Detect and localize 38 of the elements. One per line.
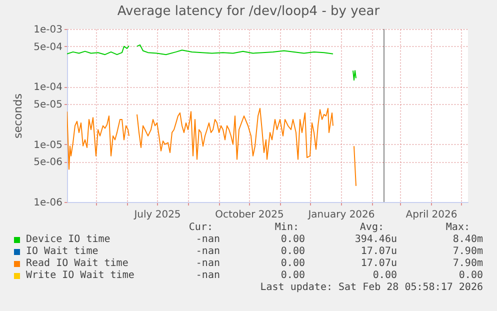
text: Avg: bbox=[360, 222, 384, 234]
text: 8.40m bbox=[452, 234, 483, 246]
x-tick-label: July 2025 bbox=[133, 210, 181, 220]
y-tick-label: 1e-03 bbox=[34, 24, 62, 36]
x-tick-label: October 2025 bbox=[215, 210, 284, 220]
x-tick-label: January 2026 bbox=[307, 210, 375, 220]
text: 0.00 bbox=[280, 234, 305, 246]
y-tick-label: 1e-06 bbox=[34, 198, 62, 208]
chart-title: Average latency for /dev/loop4 - by year bbox=[117, 4, 380, 19]
text: -nan bbox=[196, 234, 220, 246]
text: 0.00 bbox=[280, 246, 305, 258]
text: 0.00 bbox=[280, 270, 305, 282]
text: -nan bbox=[196, 270, 220, 282]
text: -nan bbox=[196, 258, 220, 270]
text: Max: bbox=[446, 222, 470, 234]
text: 7.90m bbox=[452, 258, 483, 270]
text: -nan bbox=[196, 246, 220, 258]
y-axis-title: seconds bbox=[12, 93, 25, 138]
text: Min: bbox=[274, 222, 299, 234]
text: 7.90m bbox=[452, 246, 483, 258]
y-tick-label: 1e-05 bbox=[34, 140, 62, 151]
text: 17.07u bbox=[360, 246, 397, 258]
legend-label: IO Wait time bbox=[26, 246, 98, 258]
text: 394.46u bbox=[354, 234, 397, 246]
text: 0.00 bbox=[280, 258, 305, 270]
text: 0.00 bbox=[458, 270, 483, 282]
text: Cur: bbox=[188, 222, 213, 234]
legend-label: Write IO Wait time bbox=[26, 270, 134, 282]
y-tick-label: 5e-04 bbox=[34, 42, 62, 53]
legend-label: Read IO Wait time bbox=[26, 258, 128, 270]
text: 17.07u bbox=[360, 258, 397, 270]
y-tick-label: 5e-06 bbox=[34, 157, 62, 168]
y-tick-label: 5e-05 bbox=[34, 100, 62, 111]
text: 0.00 bbox=[372, 270, 397, 282]
text: Last update: Sat Feb 28 05:58:17 2026 bbox=[260, 282, 483, 294]
y-tick-label: 1e-04 bbox=[34, 82, 62, 94]
x-tick-label: April 2026 bbox=[406, 210, 458, 220]
legend-label: Device IO time bbox=[26, 234, 110, 246]
